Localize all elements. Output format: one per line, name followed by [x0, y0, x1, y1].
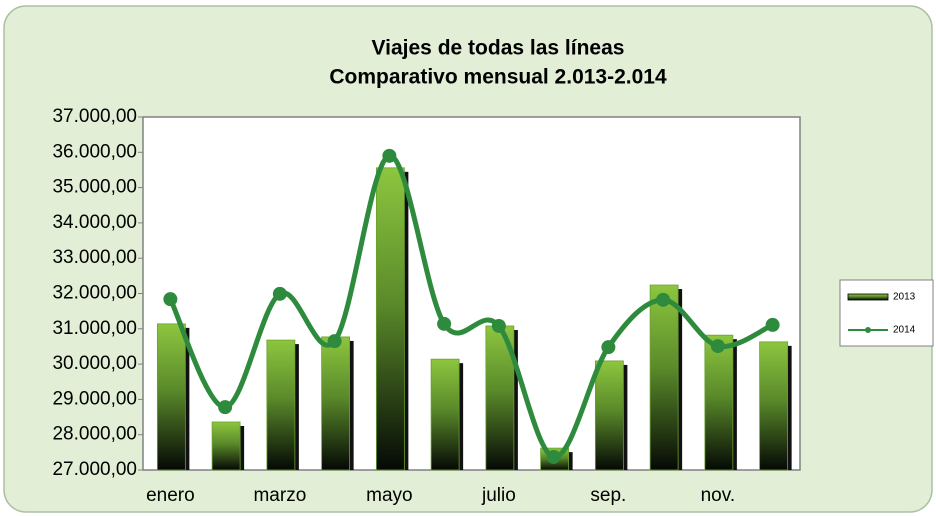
- bar: [211, 421, 241, 471]
- x-tick-label: nov.: [701, 485, 736, 506]
- legend-swatch: [847, 293, 889, 301]
- y-tick-label: 37.000,00: [52, 106, 137, 127]
- bar: [266, 339, 296, 471]
- bar: [375, 167, 405, 471]
- x-tick-label: sep.: [590, 485, 626, 506]
- x-tick-label: julio: [481, 485, 516, 506]
- bar: [321, 336, 351, 471]
- line-point: [218, 400, 233, 415]
- bar: [430, 358, 460, 471]
- line-point: [272, 286, 287, 301]
- y-tick-label: 29.000,00: [52, 388, 137, 409]
- y-tick-label: 33.000,00: [52, 247, 137, 268]
- y-tick-label: 30.000,00: [52, 353, 137, 374]
- bar: [704, 334, 734, 471]
- legend-label: 2013: [893, 292, 916, 303]
- y-tick-label: 28.000,00: [52, 424, 137, 445]
- y-tick-label: 36.000,00: [52, 141, 137, 162]
- legend-label: 2014: [893, 325, 916, 336]
- line-point: [601, 340, 616, 355]
- line-point: [765, 317, 780, 332]
- line-point: [656, 292, 671, 307]
- line-point: [327, 334, 342, 349]
- x-tick-label: mayo: [366, 485, 412, 506]
- y-tick-label: 27.000,00: [52, 459, 137, 480]
- y-tick-label: 34.000,00: [52, 212, 137, 233]
- line-point: [710, 339, 725, 354]
- legend-swatch: [865, 327, 871, 333]
- line-point: [491, 318, 506, 333]
- bar: [649, 284, 679, 471]
- y-tick-label: 32.000,00: [52, 283, 137, 304]
- y-tick-label: 35.000,00: [52, 177, 137, 198]
- line-point: [163, 292, 178, 307]
- line-point: [546, 449, 561, 464]
- bar: [594, 360, 624, 471]
- line-point: [437, 316, 452, 331]
- x-tick-label: marzo: [253, 485, 306, 506]
- chart-title: Viajes de todas las líneas: [372, 37, 625, 60]
- chart-subtitle: Comparativo mensual 2.013-2.014: [329, 66, 667, 89]
- legend: [839, 279, 934, 347]
- plot-area: [142, 116, 801, 471]
- bar: [156, 323, 186, 471]
- y-tick-label: 31.000,00: [52, 318, 137, 339]
- x-tick-label: enero: [146, 485, 195, 506]
- line-point: [382, 148, 397, 163]
- bar: [759, 341, 789, 471]
